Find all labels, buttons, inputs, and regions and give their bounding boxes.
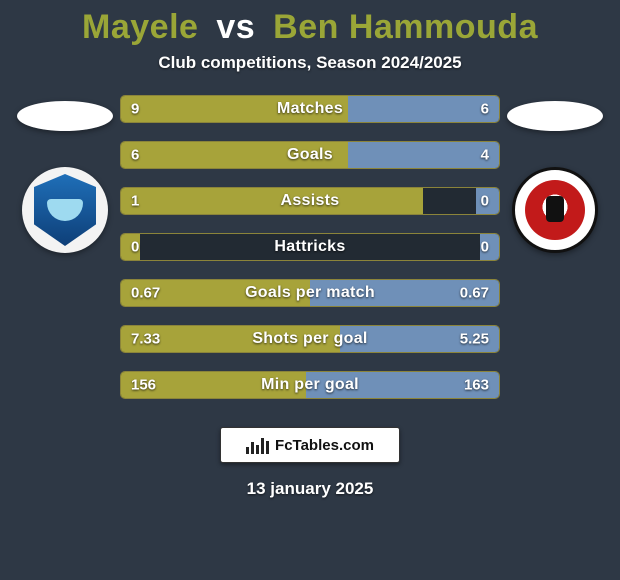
- player1-photo-placeholder: [17, 101, 113, 131]
- stat-value-right: 0.67: [460, 285, 489, 302]
- stat-label: Assists: [280, 192, 339, 210]
- stat-value-right: 0: [481, 239, 489, 256]
- stat-label: Shots per goal: [252, 330, 367, 348]
- stat-row: 0.67 0.67 Goals per match: [120, 279, 500, 307]
- footer-date: 13 january 2025: [0, 479, 620, 499]
- right-player-col: [500, 95, 610, 253]
- vs-text: vs: [216, 8, 255, 46]
- content-root: Mayele vs Ben Hammouda Club competitions…: [0, 0, 620, 580]
- stat-row: 1 0 Assists: [120, 187, 500, 215]
- stat-fill-left: [121, 188, 423, 214]
- player2-name: Ben Hammouda: [273, 8, 538, 46]
- stat-row: 156 163 Min per goal: [120, 371, 500, 399]
- stats-bars: 9 6 Matches 6 4 Goals 1 0 Assists 0 0 Hattricks 0.67…: [120, 95, 500, 399]
- player2-photo-placeholder: [507, 101, 603, 131]
- stat-fill-right: [348, 96, 499, 122]
- stat-label: Goals per match: [245, 284, 375, 302]
- stat-row: 7.33 5.25 Shots per goal: [120, 325, 500, 353]
- subtitle: Club competitions, Season 2024/2025: [0, 53, 620, 73]
- comparison-title: Mayele vs Ben Hammouda: [0, 8, 620, 47]
- stat-value-left: 6: [131, 147, 139, 164]
- player2-club-badge: [512, 167, 598, 253]
- main-row: 9 6 Matches 6 4 Goals 1 0 Assists 0 0 Hattricks 0.67…: [0, 95, 620, 399]
- stat-label: Matches: [277, 100, 343, 118]
- stat-value-left: 9: [131, 101, 139, 118]
- stat-value-left: 156: [131, 377, 156, 394]
- stat-label: Goals: [287, 146, 333, 164]
- stat-value-left: 7.33: [131, 331, 160, 348]
- stat-value-right: 0: [481, 193, 489, 210]
- stat-value-right: 5.25: [460, 331, 489, 348]
- fctables-logo: FcTables.com: [220, 427, 400, 463]
- stat-row: 0 0 Hattricks: [120, 233, 500, 261]
- pyramids-shield-icon: [34, 174, 96, 246]
- player1-club-badge: [22, 167, 108, 253]
- stat-value-right: 4: [481, 147, 489, 164]
- stat-label: Min per goal: [261, 376, 359, 394]
- stat-row: 9 6 Matches: [120, 95, 500, 123]
- stat-fill-right: [348, 142, 499, 168]
- stat-value-left: 0.67: [131, 285, 160, 302]
- stat-value-right: 163: [464, 377, 489, 394]
- stat-value-left: 0: [131, 239, 139, 256]
- stat-label: Hattricks: [274, 238, 345, 256]
- ghazl-badge-icon: [525, 180, 585, 240]
- fctables-logo-text: FcTables.com: [275, 437, 374, 454]
- stat-value-left: 1: [131, 193, 139, 210]
- bar-chart-icon: [246, 436, 269, 454]
- stat-value-right: 6: [481, 101, 489, 118]
- player1-name: Mayele: [82, 8, 198, 46]
- stat-row: 6 4 Goals: [120, 141, 500, 169]
- left-player-col: [10, 95, 120, 253]
